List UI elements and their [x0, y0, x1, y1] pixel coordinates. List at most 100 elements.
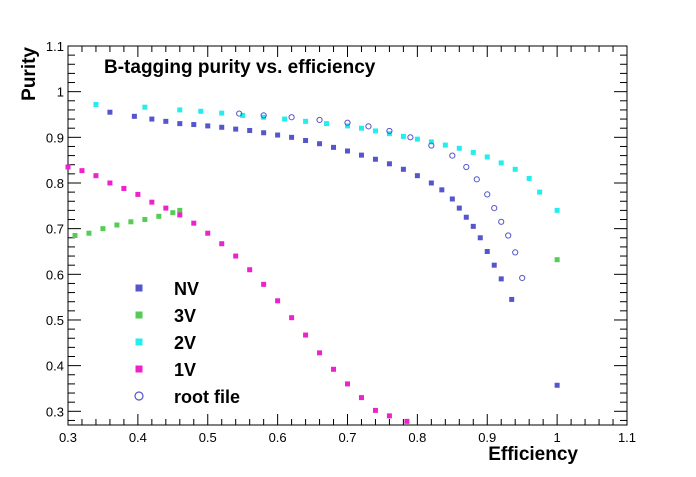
axis-ticks-group: 0.3 0.4 0.5 0.6 0.7 0.8 0.9 1 1.1 0.3 0.4 0.5 0.6 0.7… [46, 39, 636, 445]
series-3v [72, 207, 560, 263]
data-point-nv [491, 262, 497, 268]
data-point-2v [198, 108, 204, 114]
data-point-1v [205, 230, 211, 236]
legend-marker-3v [135, 311, 143, 319]
data-point-1v [233, 253, 239, 259]
data-point-1v [163, 205, 169, 211]
data-point-1v [149, 199, 155, 205]
x-axis-title: Efficiency [488, 444, 578, 465]
data-point-2v [372, 128, 378, 134]
data-point-1v [247, 267, 253, 273]
y-tick-label: 0.7 [46, 222, 64, 237]
data-point-2v [428, 139, 434, 145]
data-point-2v [358, 125, 364, 131]
data-point-3v [72, 233, 78, 238]
y-tick-label: 0.6 [46, 267, 64, 282]
legend: NV 3V 2V 1V root file [134, 279, 240, 407]
y-tick-label: 0.5 [46, 313, 64, 328]
data-point-nv [331, 144, 337, 150]
x-tick-label: 0.5 [199, 430, 217, 445]
data-point-2v [537, 189, 543, 195]
data-point-1v [317, 350, 323, 356]
data-point-root-file [288, 114, 295, 121]
y-axis-title: Purity [19, 47, 40, 101]
y-tick-label: 0.4 [46, 359, 64, 374]
series-1v [65, 164, 410, 424]
legend-label-2v: 2V [174, 333, 196, 353]
data-point-nv [149, 116, 155, 122]
series-nv [107, 109, 560, 388]
legend-label-root-file: root file [174, 387, 240, 407]
data-point-nv [439, 187, 445, 193]
data-point-1v [121, 185, 127, 191]
data-point-nv [554, 382, 560, 388]
data-point-nv [289, 134, 295, 140]
data-point-nv [372, 156, 378, 162]
x-tick-label: 0.3 [59, 430, 77, 445]
data-point-1v [261, 281, 267, 287]
legend-label-1v: 1V [174, 360, 196, 380]
data-point-root-file [236, 110, 243, 117]
data-point-root-file [505, 232, 512, 239]
data-point-nv [205, 123, 211, 129]
legend-label-nv: NV [174, 279, 199, 299]
data-point-root-file [491, 205, 498, 212]
data-point-2v [177, 107, 183, 113]
data-point-nv [484, 248, 490, 254]
legend-marker-root-file [134, 391, 144, 401]
data-point-1v [289, 315, 295, 321]
plot-frame-group [67, 45, 628, 426]
data-point-nv [463, 214, 469, 220]
x-tick-label: 1.1 [618, 430, 636, 445]
y-tick-label: 0.8 [46, 176, 64, 191]
data-point-1v [65, 164, 71, 170]
data-point-2v [219, 110, 225, 116]
data-point-1v [93, 173, 99, 179]
data-point-2v [526, 175, 532, 181]
plot-frame [67, 45, 628, 426]
data-point-2v [282, 116, 288, 122]
data-point-root-file [344, 119, 351, 126]
data-point-root-file [428, 142, 435, 149]
data-point-3v [170, 210, 176, 216]
data-point-3v [86, 230, 92, 236]
data-point-root-file [407, 134, 414, 141]
data-point-nv [358, 152, 364, 158]
data-point-2v [303, 118, 309, 124]
data-point-1v [275, 298, 281, 304]
series-root-file [236, 110, 526, 282]
data-points-group [65, 101, 560, 424]
x-tick-label: 1 [554, 430, 561, 445]
x-tick-label: 0.6 [269, 430, 287, 445]
data-point-nv [275, 132, 281, 138]
data-point-nv [509, 296, 515, 302]
data-point-1v [372, 407, 378, 413]
data-point-2v [512, 166, 518, 172]
data-point-2v [554, 207, 560, 213]
legend-marker-1v [135, 365, 143, 373]
data-point-nv [191, 122, 197, 128]
data-point-1v [404, 418, 410, 424]
data-point-1v [107, 180, 113, 186]
data-point-root-file [316, 116, 323, 124]
legend-label-3v: 3V [174, 306, 196, 326]
y-tick-label: 0.3 [46, 404, 64, 419]
data-point-root-file [260, 112, 267, 119]
data-point-3v [114, 222, 120, 228]
data-point-2v [142, 104, 148, 110]
data-point-2v [261, 114, 267, 120]
data-point-nv [386, 161, 392, 167]
data-point-nv [107, 109, 113, 115]
x-tick-label: 0.4 [129, 430, 147, 445]
data-point-root-file [449, 152, 456, 159]
data-point-2v [498, 160, 504, 166]
data-point-nv [449, 196, 455, 202]
data-point-1v [303, 332, 309, 338]
data-point-nv [477, 235, 483, 241]
data-point-2v [240, 112, 246, 118]
data-point-nv [261, 130, 267, 136]
data-point-root-file [484, 191, 491, 198]
data-point-1v [219, 241, 225, 247]
data-point-2v [414, 136, 420, 142]
data-point-3v [177, 207, 183, 213]
